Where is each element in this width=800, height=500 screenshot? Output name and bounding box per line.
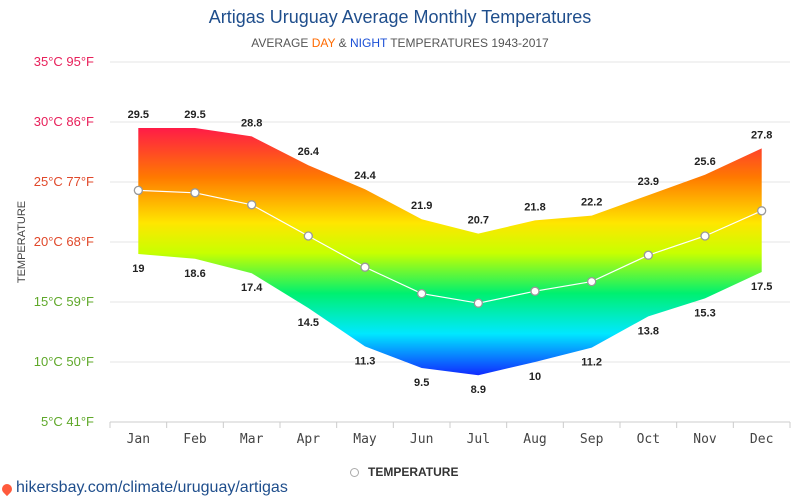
x-tick-label: May bbox=[353, 432, 377, 447]
subtitle-suffix: TEMPERATURES 1943-2017 bbox=[387, 36, 549, 50]
x-tick-label: Feb bbox=[183, 432, 207, 447]
mean-point bbox=[643, 250, 653, 260]
night-value-label: 9.5 bbox=[414, 377, 429, 389]
footer-url: hikersbay.com/climate/uruguay/artigas bbox=[16, 479, 288, 496]
mean-point bbox=[473, 298, 483, 308]
x-tick-label: Jul bbox=[467, 432, 490, 447]
y-tick-label: 30°C 86°F bbox=[34, 114, 94, 129]
mean-point bbox=[190, 188, 200, 198]
night-value-label: 19 bbox=[132, 263, 144, 275]
chart-subtitle: AVERAGE DAY & NIGHT TEMPERATURES 1943-20… bbox=[0, 36, 800, 50]
mean-point bbox=[303, 231, 313, 241]
y-tick-label: 20°C 68°F bbox=[34, 234, 94, 249]
mean-point bbox=[133, 185, 143, 196]
y-tick-label: 25°C 77°F bbox=[34, 174, 94, 189]
mean-point bbox=[757, 206, 767, 216]
mean-point bbox=[360, 262, 370, 272]
day-value-label: 21.9 bbox=[411, 200, 432, 212]
day-value-label: 25.6 bbox=[694, 156, 715, 168]
mean-point bbox=[700, 231, 710, 241]
mean-point bbox=[247, 200, 257, 210]
night-value-label: 15.3 bbox=[694, 307, 715, 319]
night-value-label: 11.2 bbox=[581, 357, 602, 369]
night-value-label: 13.8 bbox=[638, 325, 659, 337]
chart-title: Artigas Uruguay Average Monthly Temperat… bbox=[208, 7, 592, 27]
subtitle-prefix: AVERAGE bbox=[251, 36, 312, 50]
x-tick-label: Sep bbox=[580, 432, 604, 447]
day-value-label: 23.9 bbox=[638, 176, 659, 188]
chart-legend[interactable]: TEMPERATURE bbox=[350, 465, 458, 479]
night-value-label: 18.6 bbox=[184, 268, 205, 280]
night-value-label: 14.5 bbox=[298, 317, 319, 329]
day-value-label: 24.4 bbox=[354, 170, 376, 182]
x-tick-label: Jan bbox=[127, 432, 150, 447]
legend-marker-icon bbox=[350, 467, 359, 477]
day-value-label: 20.7 bbox=[468, 215, 489, 227]
y-axis-title: TEMPERATURE bbox=[16, 201, 28, 283]
x-tick-label: Jun bbox=[410, 432, 433, 447]
night-value-label: 17.5 bbox=[751, 281, 772, 293]
night-value-label: 11.3 bbox=[355, 355, 376, 367]
subtitle-night: NIGHT bbox=[349, 36, 388, 50]
day-value-label: 26.4 bbox=[298, 146, 320, 158]
location-pin-icon bbox=[0, 481, 15, 497]
day-value-label: 28.8 bbox=[241, 117, 262, 129]
x-tick-label: Dec bbox=[750, 432, 773, 447]
mean-point bbox=[587, 276, 597, 287]
day-value-label: 21.8 bbox=[524, 201, 545, 213]
subtitle-day: DAY bbox=[311, 36, 336, 50]
x-tick-label: Nov bbox=[693, 432, 717, 447]
day-value-label: 29.5 bbox=[184, 109, 205, 121]
legend-label: TEMPERATURE bbox=[368, 465, 459, 479]
night-value-label: 17.4 bbox=[241, 282, 263, 294]
x-tick-label: Apr bbox=[297, 432, 321, 447]
y-tick-label: 35°C 95°F bbox=[34, 54, 94, 69]
x-tick-label: Mar bbox=[240, 432, 264, 447]
day-value-label: 27.8 bbox=[751, 129, 772, 141]
footer-link[interactable]: hikersbay.com/climate/uruguay/artigas bbox=[0, 479, 288, 497]
y-tick-label: 15°C 59°F bbox=[34, 294, 94, 309]
y-tick-label: 10°C 50°F bbox=[34, 354, 94, 369]
mean-point bbox=[530, 286, 540, 296]
mean-temperature-line bbox=[138, 189, 762, 304]
day-value-label: 22.2 bbox=[581, 197, 602, 209]
subtitle-mid: & bbox=[335, 36, 350, 50]
x-tick-label: Aug bbox=[523, 432, 546, 447]
mean-point bbox=[417, 288, 427, 299]
temperature-band bbox=[138, 128, 762, 376]
day-value-label: 29.5 bbox=[128, 109, 149, 121]
x-tick-label: Oct bbox=[637, 432, 660, 447]
night-value-label: 10 bbox=[529, 371, 541, 383]
y-tick-label: 5°C 41°F bbox=[41, 414, 94, 429]
night-value-label: 8.9 bbox=[471, 384, 486, 396]
